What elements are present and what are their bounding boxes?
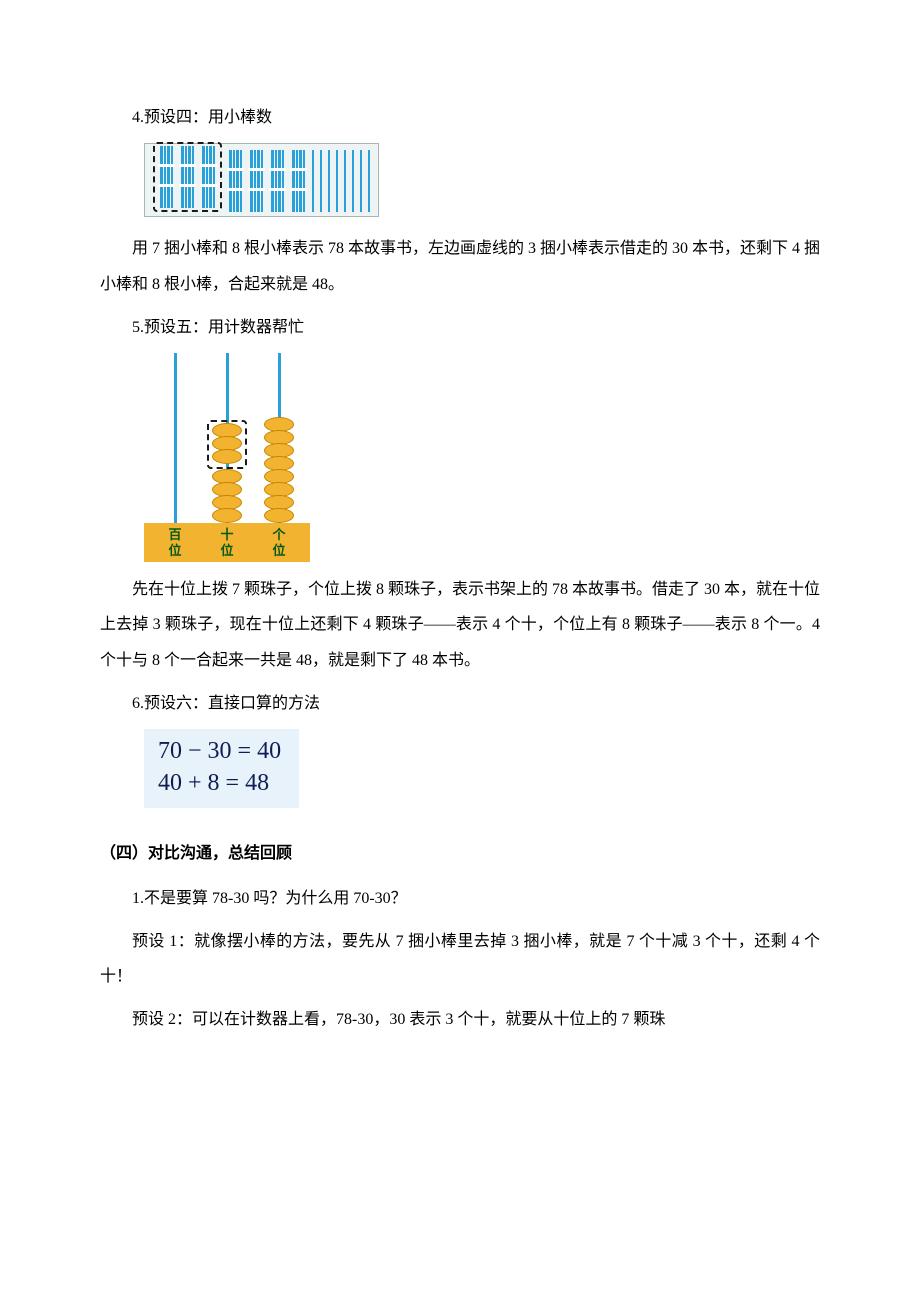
loose-stick	[336, 150, 338, 212]
stick-bundle	[291, 150, 306, 212]
loose-stick	[368, 150, 370, 212]
sec5-heading: 5.预设五：用计数器帮忙	[100, 310, 820, 345]
loose-stick	[320, 150, 322, 212]
calc-figure: 70 − 30 = 40 40 + 8 = 48	[144, 729, 820, 808]
abacus-column	[160, 353, 190, 523]
stick-bundle	[270, 150, 285, 212]
stick-bundle	[228, 150, 243, 212]
abacus-column-label: 百位	[160, 527, 190, 558]
sec4-explain: 用 7 捆小棒和 8 根小棒表示 78 本故事书，左边画虚线的 3 捆小棒表示借…	[100, 231, 820, 301]
stick-bundle	[159, 146, 174, 208]
removed-beads	[207, 420, 247, 469]
sec6-heading: 6.预设六：直接口算的方法	[100, 686, 820, 721]
abacus-column-label: 个位	[264, 527, 294, 558]
loose-stick	[312, 150, 314, 212]
part4-preset1: 预设 1：就像摆小棒的方法，要先从 7 捆小棒里去掉 3 捆小棒，就是 7 个十…	[100, 924, 820, 994]
abacus-bead	[264, 508, 294, 523]
loose-stick	[360, 150, 362, 212]
loose-stick	[352, 150, 354, 212]
loose-stick	[328, 150, 330, 212]
part4-heading: （四）对比沟通，总结回顾	[100, 836, 820, 871]
sticks-figure	[144, 143, 820, 221]
calc-line1: 70 − 30 = 40	[158, 735, 281, 767]
stick-bundle	[201, 146, 216, 208]
abacus-column-label: 十位	[212, 527, 242, 558]
sec4-heading: 4.预设四：用小棒数	[100, 100, 820, 135]
part4-preset2: 预设 2：可以在计数器上看，78-30，30 表示 3 个十，就要从十位上的 7…	[100, 1002, 820, 1037]
abacus-figure: 百位十位个位	[144, 353, 820, 562]
abacus-column	[212, 353, 242, 523]
stick-bundle	[249, 150, 264, 212]
part4-q1: 1.不是要算 78-30 吗？为什么用 70-30？	[100, 881, 820, 916]
loose-stick	[344, 150, 346, 212]
removed-bundles	[153, 142, 222, 212]
sec5-explain: 先在十位上拨 7 颗珠子，个位上拨 8 颗珠子，表示书架上的 78 本故事书。借…	[100, 572, 820, 678]
abacus-bead	[212, 508, 242, 523]
abacus-column	[264, 353, 294, 523]
stick-bundle	[180, 146, 195, 208]
calc-line2: 40 + 8 = 48	[158, 767, 281, 799]
